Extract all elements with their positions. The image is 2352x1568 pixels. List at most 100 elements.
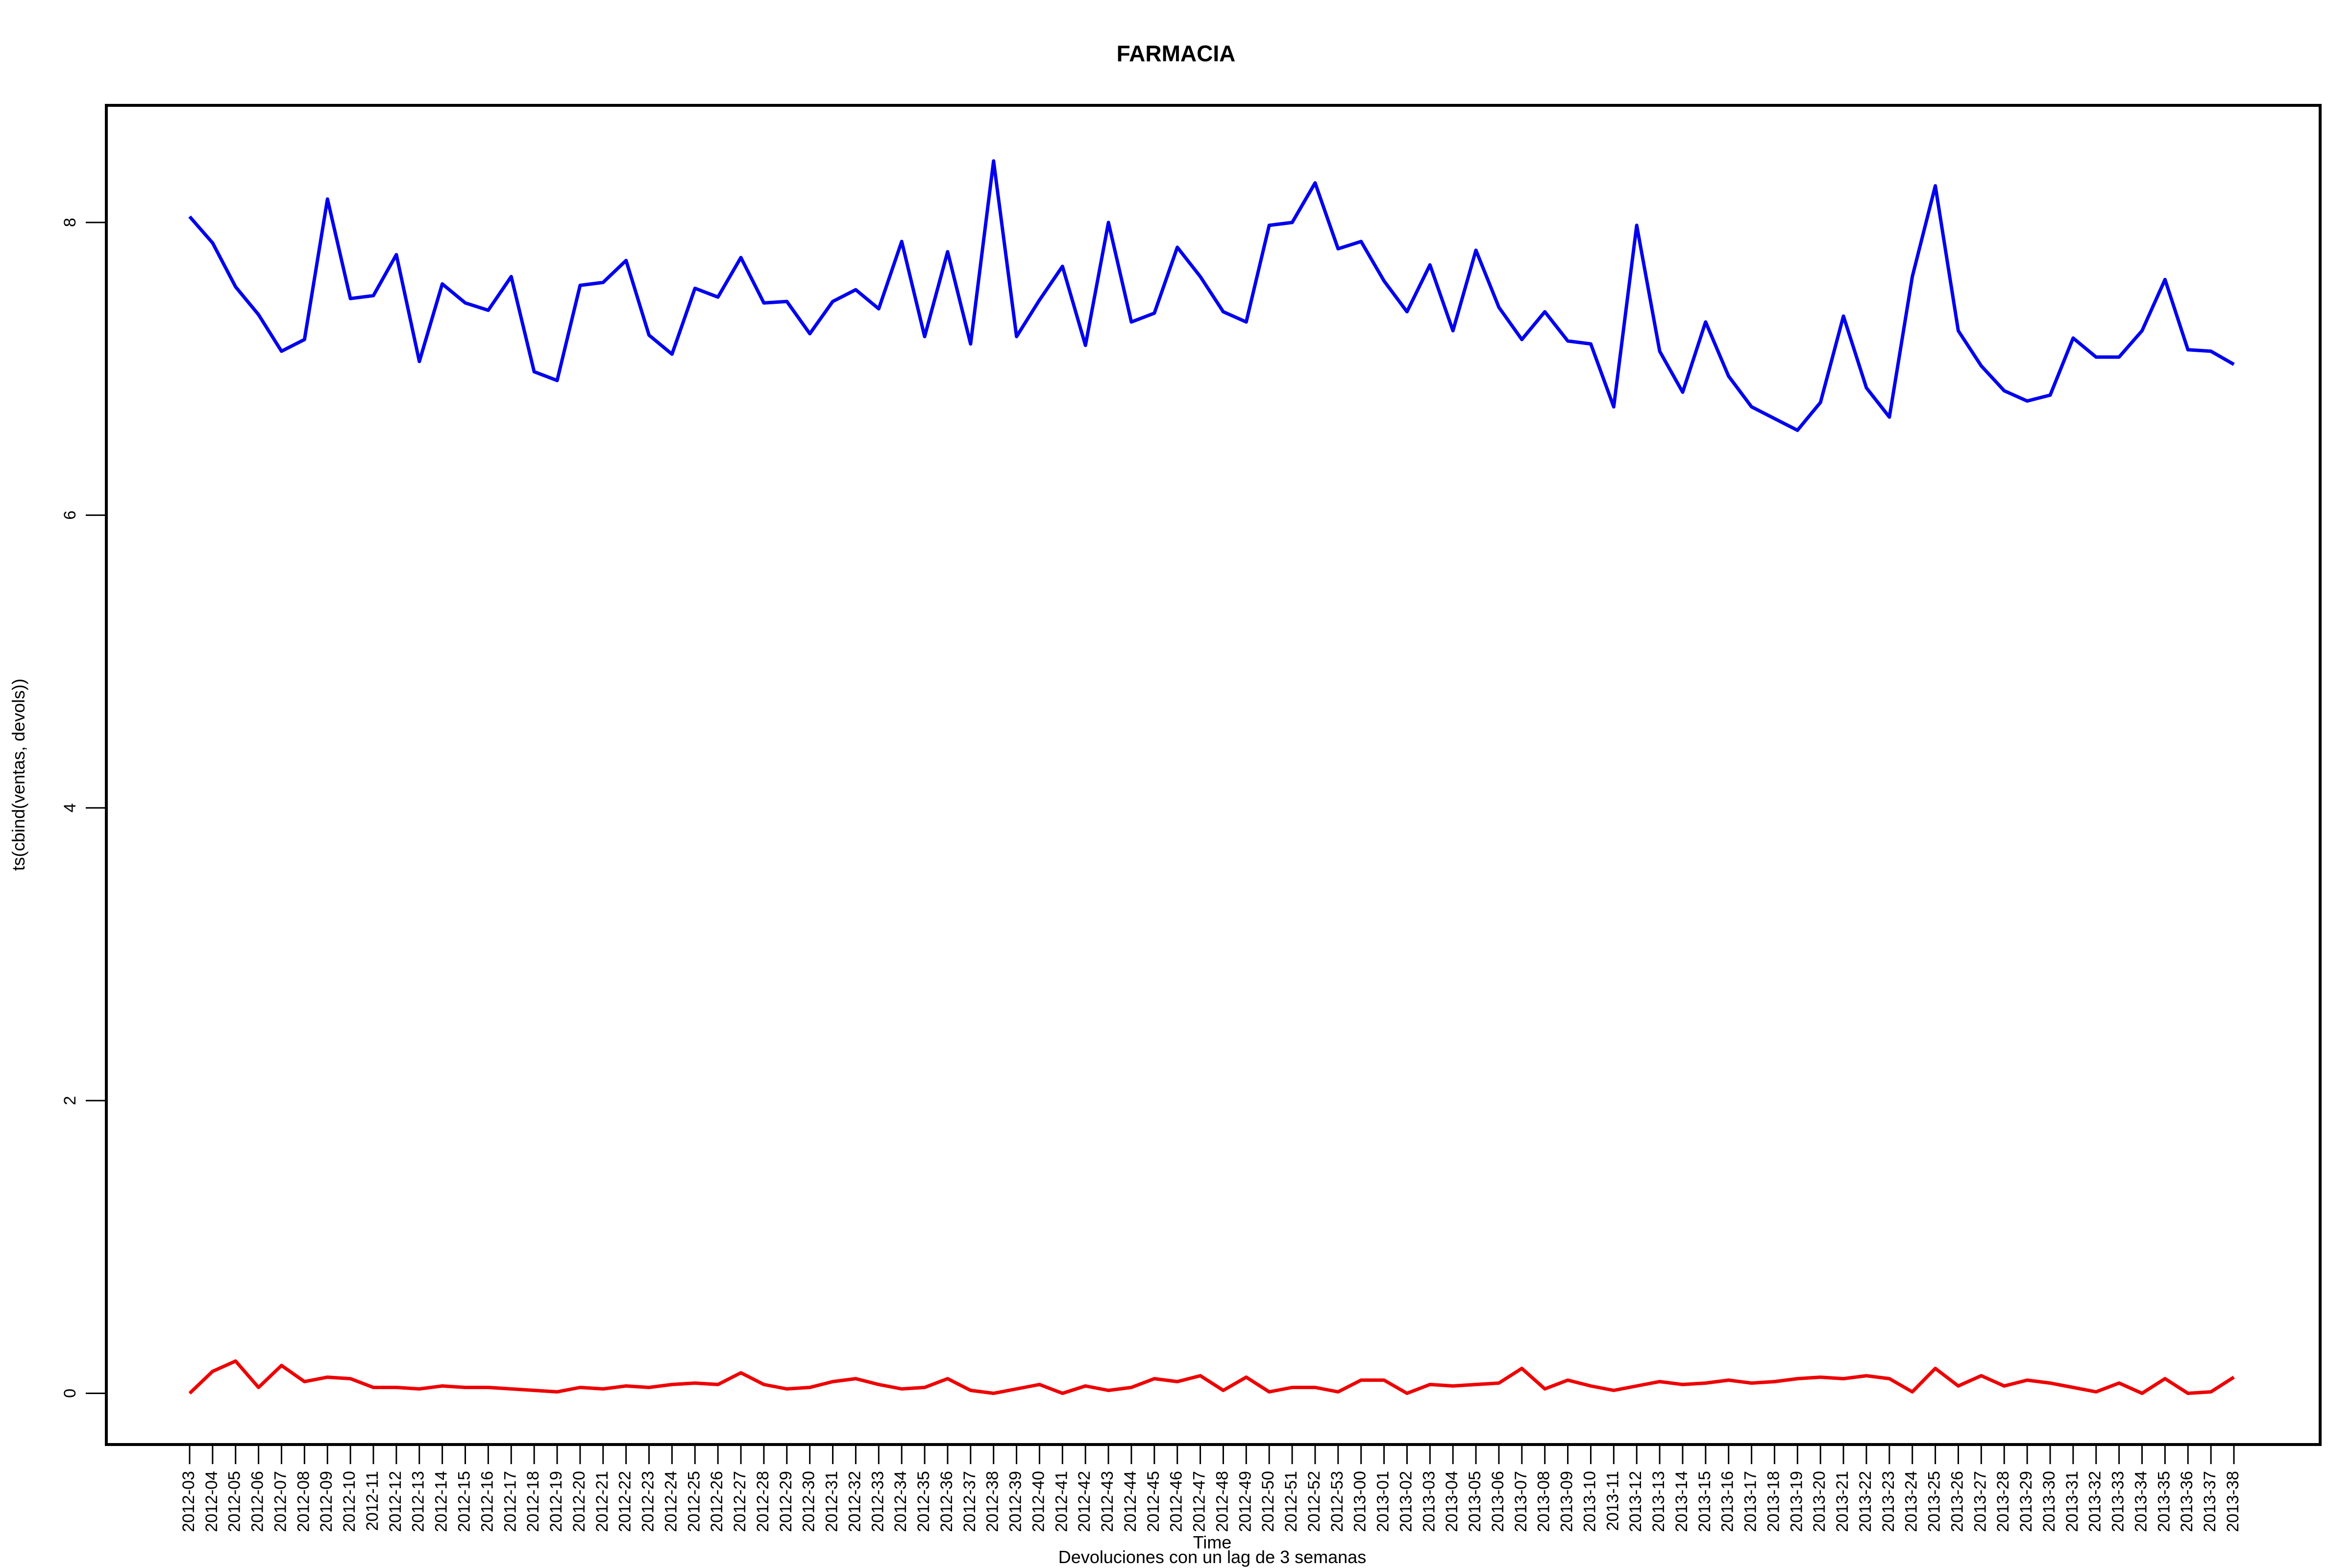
x-tick-label: 2013-10 <box>1580 1471 1599 1532</box>
x-tick-label: 2012-22 <box>616 1471 635 1532</box>
x-tick-label: 2012-08 <box>294 1471 313 1532</box>
series-lines <box>188 159 2235 1395</box>
x-tick-label: 2012-27 <box>731 1471 749 1532</box>
x-tick-label: 2012-18 <box>524 1471 542 1532</box>
x-tick-label: 2013-36 <box>2178 1471 2196 1532</box>
x-tick-label: 2013-20 <box>1810 1471 1829 1532</box>
x-tick-label: 2012-48 <box>1213 1471 1231 1532</box>
y-axis: 0 2 4 6 8 <box>61 218 107 1398</box>
plot-frame <box>105 104 2322 1446</box>
x-tick-label: 2012-10 <box>340 1471 359 1532</box>
x-tick-label: 2012-53 <box>1328 1471 1347 1532</box>
x-tick-label: 2013-31 <box>2063 1471 2082 1532</box>
x-tick-label: 2012-16 <box>478 1471 496 1532</box>
x-tick-label: 2013-21 <box>1833 1471 1852 1532</box>
x-tick-label: 2013-16 <box>1718 1471 1737 1532</box>
y-tick-label: 8 <box>61 218 79 227</box>
x-tick-label: 2013-30 <box>2040 1471 2058 1532</box>
x-tick-label: 2012-06 <box>248 1471 267 1532</box>
x-tick-label: 2012-09 <box>317 1471 336 1532</box>
x-tick-label: 2012-05 <box>225 1471 244 1532</box>
x-tick-label: 2012-35 <box>914 1471 933 1532</box>
x-tick-label: 2013-17 <box>1741 1471 1760 1532</box>
x-tick-label: 2012-38 <box>983 1471 1002 1532</box>
chart-title: FARMACIA <box>1117 41 1236 66</box>
x-tick-label: 2013-35 <box>2155 1471 2173 1532</box>
y-tick-label: 0 <box>61 1389 79 1398</box>
x-tick-label: 2013-27 <box>1971 1471 1989 1532</box>
x-tick-label: 2013-05 <box>1466 1471 1484 1532</box>
x-tick-label: 2013-34 <box>2132 1471 2150 1532</box>
x-tick-label: 2013-00 <box>1351 1471 1370 1532</box>
x-tick-label: 2013-02 <box>1396 1471 1415 1532</box>
x-tick-label: 2012-03 <box>179 1471 198 1532</box>
x-tick-label: 2013-07 <box>1512 1471 1530 1532</box>
x-tick-label: 2012-39 <box>1006 1471 1025 1532</box>
x-tick-label: 2013-25 <box>1925 1471 1944 1532</box>
x-tick-label: 2012-07 <box>271 1471 290 1532</box>
x-tick-label: 2012-30 <box>800 1471 818 1532</box>
x-tick-label: 2013-23 <box>1879 1471 1898 1532</box>
x-tick-label: 2013-22 <box>1856 1471 1875 1532</box>
x-tick-label: 2012-13 <box>409 1471 428 1532</box>
x-tick-label: 2012-45 <box>1144 1471 1163 1532</box>
y-tick-label: 4 <box>61 803 79 812</box>
x-tick-label: 2012-32 <box>845 1471 864 1532</box>
x-tick-label: 2012-21 <box>593 1471 612 1532</box>
x-tick-label: 2013-28 <box>1994 1471 2012 1532</box>
x-tick-label: 2013-33 <box>2109 1471 2128 1532</box>
x-tick-label: 2013-29 <box>2017 1471 2035 1532</box>
x-tick-label: 2012-50 <box>1259 1471 1277 1532</box>
chart-subtitle: Devoluciones con un lag de 3 semanas <box>1058 1547 1366 1567</box>
y-tick-label: 6 <box>61 511 79 520</box>
x-tick-label: 2012-04 <box>202 1471 221 1532</box>
x-tick-label: 2012-25 <box>685 1471 703 1532</box>
x-tick-label: 2013-13 <box>1649 1471 1668 1532</box>
x-tick-label: 2013-32 <box>2086 1471 2105 1532</box>
x-tick-label: 2013-38 <box>2224 1471 2242 1532</box>
x-tick-label: 2012-28 <box>754 1471 772 1532</box>
x-tick-label: 2012-23 <box>639 1471 658 1532</box>
x-tick-label: 2013-37 <box>2201 1471 2219 1532</box>
x-tick-label: 2012-41 <box>1052 1471 1071 1532</box>
x-tick-label: 2012-40 <box>1029 1471 1048 1532</box>
x-tick-label: 2013-11 <box>1603 1471 1622 1531</box>
x-tick-label: 2013-24 <box>1902 1471 1921 1532</box>
x-tick-label: 2013-06 <box>1489 1471 1507 1532</box>
x-tick-label: 2013-19 <box>1787 1471 1806 1532</box>
x-tick-label: 2013-26 <box>1948 1471 1966 1532</box>
x-tick-label: 2012-31 <box>823 1471 841 1532</box>
x-tick-label: 2012-49 <box>1236 1471 1254 1532</box>
x-tick-label: 2013-03 <box>1420 1471 1438 1532</box>
x-tick-label: 2013-12 <box>1626 1471 1645 1532</box>
x-tick-label: 2013-14 <box>1672 1471 1691 1532</box>
series-line-1 <box>188 159 2235 432</box>
x-tick-label: 2012-11 <box>363 1471 382 1531</box>
x-tick-label: 2012-33 <box>868 1471 887 1532</box>
x-tick-label: 2013-01 <box>1374 1471 1393 1532</box>
x-axis-label: Time <box>1193 1532 1232 1552</box>
x-tick-label: 2012-42 <box>1075 1471 1094 1532</box>
y-tick-label: 2 <box>61 1096 79 1105</box>
series-line-2 <box>188 1359 2235 1395</box>
x-tick-label: 2012-43 <box>1098 1471 1117 1532</box>
x-tick-label: 2013-15 <box>1695 1471 1714 1532</box>
x-tick-label: 2012-20 <box>570 1471 588 1532</box>
x-tick-label: 2013-04 <box>1443 1471 1461 1532</box>
y-axis-label: ts(cbind(ventas, devols)) <box>8 679 28 871</box>
x-tick-label: 2012-15 <box>455 1471 474 1532</box>
x-axis: 2012-03 2012-04 2012-05 2012-06 2012-07 2012-… <box>179 1444 2242 1532</box>
x-tick-label: 2012-19 <box>547 1471 565 1532</box>
x-tick-label: 2012-46 <box>1167 1471 1186 1532</box>
x-tick-label: 2012-52 <box>1305 1471 1323 1532</box>
x-tick-label: 2012-47 <box>1190 1471 1209 1532</box>
x-tick-label: 2012-24 <box>662 1471 680 1532</box>
x-tick-label: 2013-09 <box>1558 1471 1576 1532</box>
x-tick-label: 2012-36 <box>937 1471 956 1532</box>
x-tick-label: 2012-51 <box>1282 1471 1300 1532</box>
x-tick-label: 2012-34 <box>891 1471 910 1532</box>
x-tick-label: 2012-44 <box>1121 1471 1140 1532</box>
x-tick-label: 2012-26 <box>708 1471 726 1532</box>
x-tick-label: 2013-18 <box>1764 1471 1783 1532</box>
x-tick-label: 2012-17 <box>501 1471 519 1532</box>
